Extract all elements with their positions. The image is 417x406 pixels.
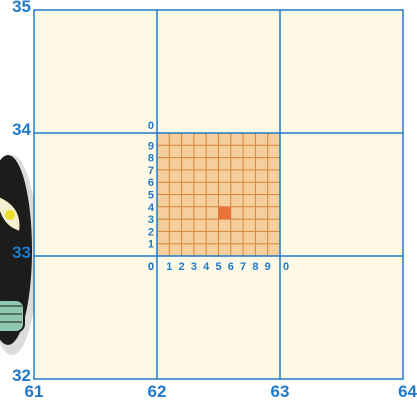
sub-x-label: 4: [203, 261, 210, 273]
sub-x-label: 5: [215, 261, 221, 273]
cartoon-mascot-icon: [0, 155, 38, 355]
sub-y-label: 8: [148, 153, 154, 165]
sub-x-label: 1: [166, 261, 172, 273]
sub-x-label: 7: [240, 261, 246, 273]
sub-y-label: 0: [148, 261, 154, 273]
map-border: [33, 9, 404, 380]
x-axis-label: 61: [25, 382, 44, 401]
y-axis-label: 33: [12, 243, 31, 262]
sub-y-label: 5: [148, 190, 154, 202]
sub-x-label: 2: [179, 261, 185, 273]
sub-x-label: 6: [228, 261, 234, 273]
sub-y-label: 6: [148, 177, 154, 189]
x-axis-label: 64: [398, 382, 417, 401]
sub-x-label: 3: [191, 261, 197, 273]
zoomed-grid-cell: [157, 133, 280, 256]
sub-x-label: 9: [265, 261, 271, 273]
main-grid-lines: [33, 9, 404, 380]
y-axis-label: 32: [12, 366, 31, 385]
mascot-scarf-stripes: [0, 305, 22, 323]
mascot-scarf: [0, 299, 25, 333]
y-axis-label: 35: [12, 0, 31, 16]
highlighted-grid-square: [218, 206, 231, 220]
sub-y-label: 1: [148, 239, 154, 251]
sub-y-label: 0: [148, 120, 154, 132]
x-axis-label: 62: [148, 382, 167, 401]
x-axis-label: 63: [271, 382, 290, 401]
sub-x-label: 8: [252, 261, 258, 273]
sub-y-label: 3: [148, 214, 154, 226]
sub-y-label: 9: [148, 140, 154, 152]
sub-x-label: 0: [283, 261, 289, 273]
sub-y-label: 7: [148, 165, 154, 177]
sub-y-label: 2: [148, 226, 154, 238]
sub-x-label: 0: [148, 261, 154, 273]
sub-y-label: 4: [148, 202, 155, 214]
mascot-eye-iris: [5, 210, 15, 220]
y-axis-label: 34: [12, 120, 31, 139]
